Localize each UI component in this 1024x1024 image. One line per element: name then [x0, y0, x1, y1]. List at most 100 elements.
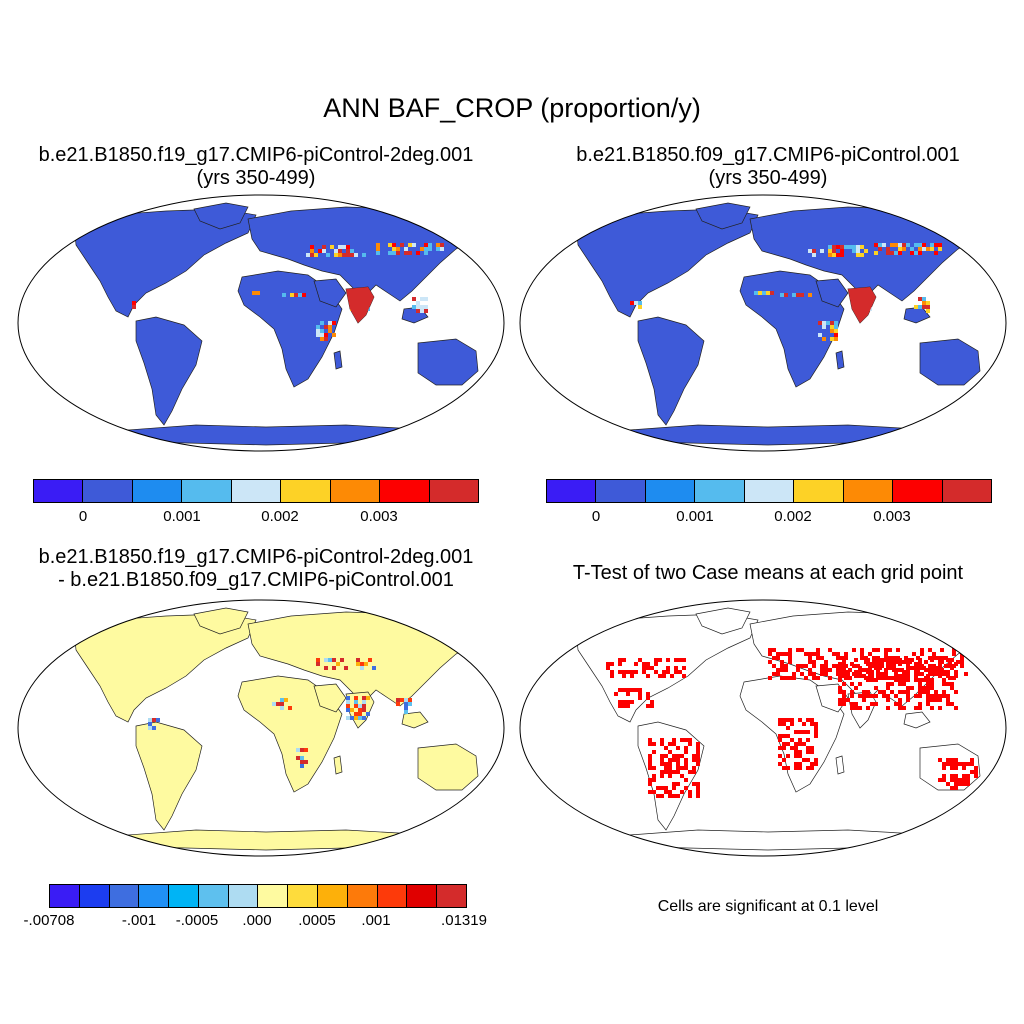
- map4-cell: [780, 668, 784, 672]
- map1-cell: [416, 251, 420, 255]
- map4-cell: [946, 670, 950, 674]
- map4-cell: [622, 670, 626, 674]
- map3-cell: [296, 748, 300, 752]
- map2-cell: [812, 249, 816, 253]
- map4-cell: [874, 678, 878, 682]
- map4-cell: [648, 762, 652, 766]
- map4-cell: [782, 758, 786, 762]
- map1-cell: [256, 291, 260, 295]
- map4-cell: [786, 766, 790, 770]
- map4-cell: [938, 666, 942, 670]
- map4-cell: [838, 674, 842, 678]
- map4-cell: [836, 652, 840, 656]
- map4-cell: [672, 754, 676, 758]
- map4-cell: [652, 778, 656, 782]
- map4-cell: [890, 658, 894, 662]
- map1-cell: [408, 251, 412, 255]
- map2-cell: [832, 245, 836, 249]
- map2-cell: [852, 249, 856, 253]
- map4-cell: [648, 778, 652, 782]
- map4-cell: [650, 704, 654, 708]
- map3-cell: [372, 666, 376, 670]
- map2-cell: [826, 321, 830, 325]
- map4-cell: [814, 734, 818, 738]
- map4-cell: [844, 652, 848, 656]
- map4-cell: [784, 668, 788, 672]
- map1-cell: [416, 301, 420, 305]
- map4-cell: [622, 700, 626, 704]
- map4-cell: [696, 790, 700, 794]
- map2-cell: [934, 243, 938, 247]
- map3-cell: [368, 658, 372, 662]
- map4-cell: [866, 670, 870, 674]
- map4-cell: [886, 666, 890, 670]
- map4-greenland: [695, 607, 751, 635]
- map4-cell: [884, 652, 888, 656]
- map2-cell: [918, 247, 922, 251]
- map4-cell: [926, 686, 930, 690]
- map2-cell: [856, 253, 860, 257]
- map4-cell: [842, 690, 846, 694]
- map4-cell: [660, 786, 664, 790]
- map4-cell: [692, 754, 696, 758]
- map4-cell: [958, 782, 962, 786]
- map1-madagascar: [333, 350, 343, 370]
- map4-cell: [656, 794, 660, 798]
- map4-cell: [648, 766, 652, 770]
- map2-cell: [784, 293, 788, 297]
- diff-title-line2: - b.e21.B1850.f09_g17.CMIP6-piControl.00…: [58, 569, 454, 591]
- map2-cell: [898, 251, 902, 255]
- map1-cell: [404, 251, 408, 255]
- map4-cell: [674, 670, 678, 674]
- map4-cell: [942, 678, 946, 682]
- map4-cell: [902, 670, 906, 674]
- map4-cell: [914, 678, 918, 682]
- map1-cell: [338, 245, 342, 249]
- map4-cell: [906, 694, 910, 698]
- map4-cell: [696, 758, 700, 762]
- map4-cell: [874, 686, 878, 690]
- map2-antarctica: [615, 424, 940, 446]
- map4-cell: [960, 664, 964, 668]
- map4-cell: [810, 722, 814, 726]
- map4-cell: [954, 786, 958, 790]
- map1-south-america: [135, 316, 203, 426]
- map4-cell: [838, 702, 842, 706]
- map1-arabia: [313, 278, 347, 308]
- map4-cell: [680, 790, 684, 794]
- map4-cell: [626, 704, 630, 708]
- map4-cell: [688, 794, 692, 798]
- map4-cell: [888, 648, 892, 652]
- map2-cell: [762, 291, 766, 295]
- map4-cell: [870, 678, 874, 682]
- map4-cell: [814, 730, 818, 734]
- map4-cell: [878, 666, 882, 670]
- map4-cell: [668, 790, 672, 794]
- map4-cell: [850, 682, 854, 686]
- diff-colorbar-label-1: -.001: [121, 912, 157, 929]
- map3-cell: [346, 700, 350, 704]
- map4-cell: [626, 688, 630, 692]
- map4-cell: [660, 794, 664, 798]
- map4-cell: [794, 754, 798, 758]
- map4-cell: [960, 660, 964, 664]
- map1-cell: [298, 293, 302, 297]
- map2-cell: [836, 253, 840, 257]
- map4-border: [519, 599, 1007, 857]
- diff-colorbar-swatch-4: [169, 885, 199, 907]
- map4-cell: [806, 758, 810, 762]
- map4-cell: [678, 658, 682, 662]
- map4-cell: [850, 702, 854, 706]
- map4-cell: [674, 666, 678, 670]
- map4-cell: [938, 658, 942, 662]
- map3-cell: [332, 658, 336, 662]
- map4-cell: [772, 672, 776, 676]
- map4-cell: [788, 652, 792, 656]
- map4-cell: [696, 750, 700, 754]
- map3-cell: [364, 662, 368, 666]
- map4-cell: [846, 670, 850, 674]
- map3-cell: [358, 708, 362, 712]
- map3-cell: [400, 698, 404, 702]
- map4-cell: [652, 774, 656, 778]
- map4-cell: [950, 686, 954, 690]
